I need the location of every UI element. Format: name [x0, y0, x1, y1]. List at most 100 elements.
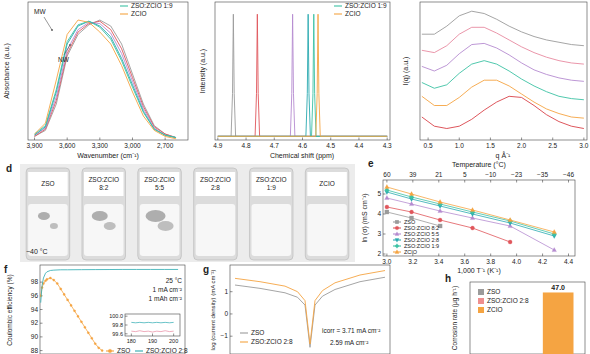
series-line [218, 14, 387, 136]
x-tick [428, 138, 429, 141]
x-tick [542, 254, 543, 257]
legend-swatch [478, 298, 484, 304]
panel [383, 180, 575, 256]
y-tick [383, 234, 386, 235]
y-tick [230, 291, 233, 292]
vial-label-area [196, 172, 236, 196]
y-tick-label: 3 [377, 230, 381, 237]
vial-label: ZSO [41, 180, 54, 187]
plot-frame [125, 314, 180, 336]
x-tick [165, 138, 166, 141]
x-tick-label: 4.7 [270, 142, 279, 149]
legend-swatch [478, 289, 484, 295]
data-label: 47.0 [551, 284, 565, 291]
inset-bg [125, 314, 180, 336]
x-tick-label: 4.0 [512, 258, 521, 265]
series-line [131, 322, 173, 323]
vial-label-line: ZCIO [319, 180, 335, 187]
annotation: 25 °C [166, 277, 183, 284]
x-tick-label: 2,700 [157, 142, 174, 149]
point [409, 192, 413, 196]
x-tick-label: 3.2 [408, 258, 417, 265]
point [94, 343, 96, 345]
series-line [422, 27, 584, 64]
x-tick [521, 138, 522, 141]
vial-label: ZCIO [319, 180, 335, 187]
series-line [218, 14, 387, 136]
point [409, 202, 413, 206]
crystal [50, 223, 58, 229]
series-line [218, 14, 387, 136]
series-line [218, 14, 387, 136]
y-tick-label: 94 [31, 306, 39, 313]
vial-label-area [307, 172, 347, 196]
y-tick-label: 96 [31, 292, 39, 299]
x2-tick [490, 180, 491, 183]
y-axis-title: Corrosion rate (μg h⁻¹) [451, 286, 459, 350]
series-line [218, 14, 387, 136]
x-tick-label: 4.8 [242, 142, 251, 149]
x-tick-label: 4.3 [383, 142, 392, 149]
plot-frame [230, 265, 390, 354]
point [438, 218, 442, 222]
y-tick [230, 313, 233, 314]
x-tick [552, 138, 553, 141]
series-line [387, 192, 554, 236]
legend-marker [395, 250, 399, 254]
point [60, 288, 62, 290]
x2-tick [438, 180, 439, 183]
panel-letter: g [203, 264, 209, 275]
point [385, 205, 389, 209]
x-tick-label: 4.4 [354, 142, 363, 149]
point [80, 321, 82, 323]
x-tick [217, 138, 218, 141]
point [87, 332, 89, 334]
vial-content [140, 204, 180, 256]
crystal [104, 222, 116, 230]
y-tick-label: 88 [31, 347, 39, 354]
point [91, 337, 93, 339]
x-tick-label: 3,900 [26, 142, 43, 149]
vial-label-line: 8:2 [99, 184, 108, 191]
series-line [387, 187, 554, 232]
legend-label: ZSO:ZCIO 1:9 [345, 2, 387, 9]
plot-area [385, 185, 557, 252]
x-tick [34, 138, 35, 141]
vial [26, 168, 70, 260]
series-line [387, 198, 554, 250]
panel [420, 2, 587, 140]
y-axis-title: Coulombic efficiency (%) [6, 274, 14, 345]
x-tick-label: 2.0 [517, 142, 526, 149]
legend-marker [395, 220, 399, 224]
point [53, 279, 55, 281]
vial-label: ZSO:ZCIO2:8 [200, 176, 231, 191]
series-line [41, 278, 102, 351]
x-tick [173, 334, 174, 337]
legend-marker [395, 226, 399, 230]
x-tick-label: 3,300 [92, 142, 109, 149]
x-tick [490, 254, 491, 257]
x-tick [99, 138, 100, 141]
plot-area [131, 322, 173, 332]
x-tick [330, 138, 331, 141]
point [508, 218, 512, 222]
y-tick-label: 100.0 [109, 313, 123, 319]
x-tick-label: 3.8 [486, 258, 495, 265]
x-axis-title: 1,000 T⁻¹ (K⁻¹) [457, 267, 501, 275]
x-tick [464, 254, 465, 257]
plot-frame [420, 2, 587, 140]
plot-area [40, 269, 178, 351]
y-axis-title: I(q) (a.u.) [402, 57, 410, 86]
vial-content [307, 204, 347, 256]
legend-label: ZCIO [487, 306, 503, 313]
y-tick [230, 336, 233, 337]
vial [138, 168, 182, 260]
crystal [92, 211, 108, 221]
y-tick-label: 5 [377, 190, 381, 197]
plot-area [235, 271, 385, 348]
y-tick [383, 254, 386, 255]
x-tick [131, 334, 132, 337]
legend-swatch [120, 13, 128, 14]
y-tick [383, 194, 386, 195]
vial-label-line: 5:5 [155, 184, 164, 191]
